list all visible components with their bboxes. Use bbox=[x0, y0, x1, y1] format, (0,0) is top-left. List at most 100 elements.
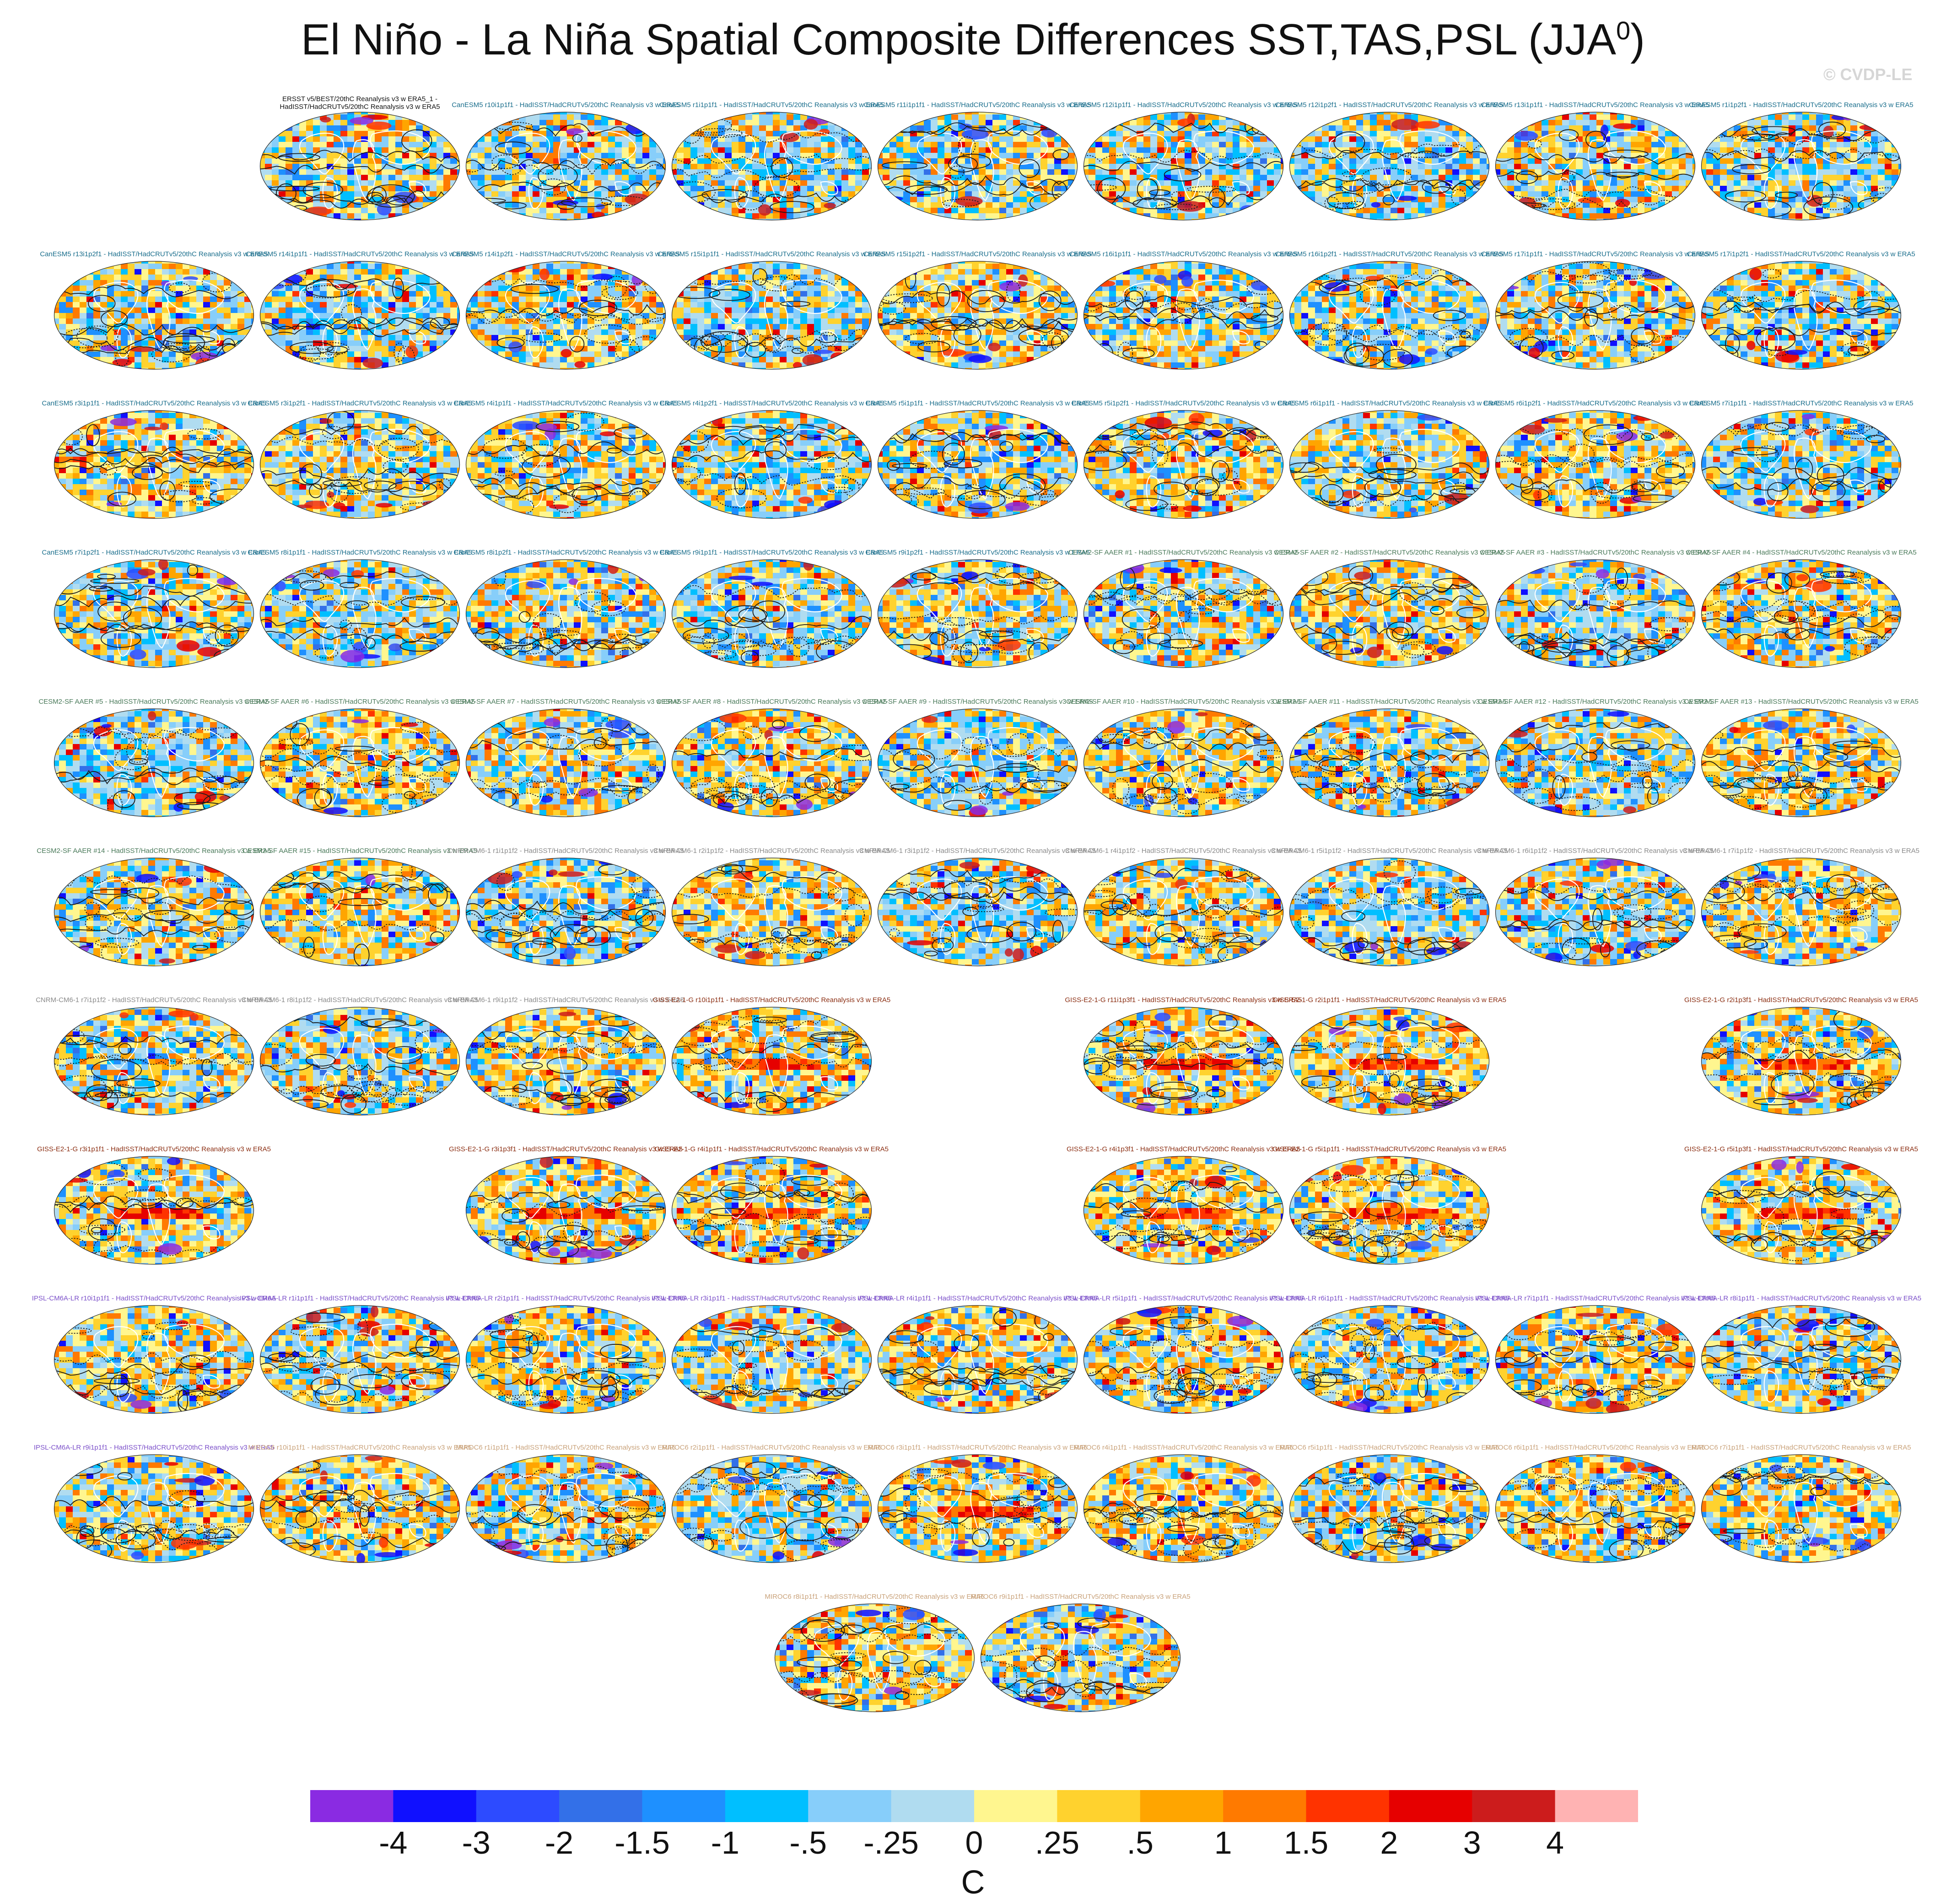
map-panel: CNRM-CM6-1 r3i1p1f2 - HadISST/HadCRUTv5/… bbox=[859, 847, 1096, 969]
map-globe bbox=[465, 112, 666, 221]
map-globe bbox=[671, 1007, 872, 1116]
panel-title: CanESM5 r10i1p1f1 - HadISST/HadCRUTv5/20… bbox=[395, 102, 736, 109]
colorbar-swatch bbox=[808, 1790, 892, 1822]
map-panel: MIROC6 r1i1p1f1 - HadISST/HadCRUTv5/20th… bbox=[456, 1444, 676, 1566]
map-panel: CNRM-CM6-1 r1i1p1f2 - HadISST/HadCRUTv5/… bbox=[447, 847, 684, 969]
colorbar-tick-label: -2 bbox=[545, 1827, 573, 1859]
map-panel: CESM2-SF AAER #11 - HadISST/HadCRUTv5/20… bbox=[1272, 698, 1506, 820]
map-globe bbox=[1083, 1007, 1284, 1116]
panel-title: MIROC6 r4i1p1f1 - HadISST/HadCRUTv5/20th… bbox=[1013, 1444, 1354, 1451]
panel-title: CanESM5 r7i1p2f1 - HadISST/HadCRUTv5/20t… bbox=[0, 549, 324, 556]
map-globe bbox=[1083, 112, 1284, 221]
panel-title: GISS-E2-1-G r5i1p1f1 - HadISST/HadCRUTv5… bbox=[1219, 1146, 1560, 1153]
colorbar-tick-label: .25 bbox=[1035, 1827, 1079, 1859]
map-panel: CESM2-SF AAER #1 - HadISST/HadCRUTv5/20t… bbox=[1068, 549, 1299, 671]
map-globe bbox=[259, 261, 460, 370]
map-panel: CESM2-SF AAER #13 - HadISST/HadCRUTv5/20… bbox=[1684, 698, 1919, 820]
colorbar-swatch bbox=[642, 1790, 726, 1822]
map-globe bbox=[1701, 1156, 1902, 1265]
map-panel: CESM2-SF AAER #5 - HadISST/HadCRUTv5/20t… bbox=[38, 698, 270, 820]
map-globe bbox=[1289, 410, 1490, 519]
map-globe bbox=[1083, 1305, 1284, 1414]
colorbar-swatch bbox=[1223, 1790, 1307, 1822]
map-globe bbox=[671, 559, 872, 668]
panel-title: CNRM-CM6-1 r7i1p1f2 - HadISST/HadCRUTv5/… bbox=[1631, 847, 1946, 855]
panel-title: CanESM5 r4i1p2f1 - HadISST/HadCRUTv5/20t… bbox=[601, 400, 942, 407]
map-globe bbox=[259, 559, 460, 668]
map-panel: CESM2-SF AAER #7 - HadISST/HadCRUTv5/20t… bbox=[450, 698, 681, 820]
panel-title: CNRM-CM6-1 r7i1p1f2 - HadISST/HadCRUTv5/… bbox=[0, 997, 324, 1004]
panel-title: CanESM5 r14i1p2f1 - HadISST/HadCRUTv5/20… bbox=[395, 251, 736, 258]
map-globe bbox=[1495, 112, 1696, 221]
map-panel: CanESM5 r17i1p2f1 - HadISST/HadCRUTv5/20… bbox=[1687, 251, 1915, 372]
map-globe bbox=[465, 708, 666, 817]
map-panel: CanESM5 r3i1p2f1 - HadISST/HadCRUTv5/20t… bbox=[248, 400, 472, 522]
panel-title: CESM2-SF AAER #6 - HadISST/HadCRUTv5/20t… bbox=[189, 698, 530, 706]
map-panel: IPSL-CM6A-LR r10i1p1f1 - HadISST/HadCRUT… bbox=[32, 1295, 276, 1417]
map-globe bbox=[980, 1603, 1181, 1712]
panel-title: CanESM5 r6i1p2f1 - HadISST/HadCRUTv5/20t… bbox=[1425, 400, 1766, 407]
map-globe bbox=[1083, 1454, 1284, 1563]
map-panel: GISS-E2-1-G r10i1p1f1 - HadISST/HadCRUTv… bbox=[653, 997, 890, 1118]
map-globe bbox=[259, 1305, 460, 1414]
colorbar-swatch bbox=[1306, 1790, 1390, 1822]
map-globe bbox=[877, 708, 1078, 817]
map-panel: CanESM5 r15i1p1f1 - HadISST/HadCRUTv5/20… bbox=[658, 251, 886, 372]
colorbar: -4 -3 -2 -1.5 -1 -.5 -.25 0 .25 .5 1 1.5 2 3 4 C bbox=[0, 1775, 1946, 1904]
map-panel: MIROC6 r9i1p1f1 - HadISST/HadCRUTv5/20th… bbox=[970, 1593, 1191, 1715]
panel-title: CESM2-SF AAER #11 - HadISST/HadCRUTv5/20… bbox=[1219, 698, 1560, 706]
panel-title: CanESM5 r17i1p2f1 - HadISST/HadCRUTv5/20… bbox=[1631, 251, 1946, 258]
panel-title: CNRM-CM6-1 r5i1p1f2 - HadISST/HadCRUTv5/… bbox=[1219, 847, 1560, 855]
colorbar-unit: C bbox=[0, 1866, 1946, 1899]
map-panel: IPSL-CM6A-LR r3i1p1f1 - HadISST/HadCRUTv… bbox=[652, 1295, 892, 1417]
panel-title: CESM2-SF AAER #3 - HadISST/HadCRUTv5/20t… bbox=[1425, 549, 1766, 556]
panel-title: GISS-E2-1-G r11i1p3f1 - HadISST/HadCRUTv… bbox=[1013, 997, 1354, 1004]
panel-title: CanESM5 r15i1p2f1 - HadISST/HadCRUTv5/20… bbox=[807, 251, 1148, 258]
map-panel: CanESM5 r14i1p2f1 - HadISST/HadCRUTv5/20… bbox=[452, 251, 680, 372]
map-panel: CanESM5 r10i1p1f1 - HadISST/HadCRUTv5/20… bbox=[452, 102, 680, 223]
map-globe bbox=[465, 1156, 666, 1265]
map-globe bbox=[54, 1454, 254, 1563]
panel-title: CESM2-SF AAER #1 - HadISST/HadCRUTv5/20t… bbox=[1013, 549, 1354, 556]
map-panel: CESM2-SF AAER #6 - HadISST/HadCRUTv5/20t… bbox=[244, 698, 475, 820]
map-panel: CanESM5 r4i1p2f1 - HadISST/HadCRUTv5/20t… bbox=[659, 400, 884, 522]
map-globe bbox=[1495, 858, 1696, 966]
panel-title: CanESM5 r16i1p2f1 - HadISST/HadCRUTv5/20… bbox=[1219, 251, 1560, 258]
panel-title: IPSL-CM6A-LR r6i1p1f1 - HadISST/HadCRUTv… bbox=[1219, 1295, 1560, 1302]
map-panel: CNRM-CM6-1 r7i1p1f2 - HadISST/HadCRUTv5/… bbox=[1683, 847, 1919, 969]
map-globe bbox=[259, 1454, 460, 1563]
panel-title: CanESM5 r13i1p1f1 - HadISST/HadCRUTv5/20… bbox=[1425, 102, 1766, 109]
panel-title: CanESM5 r14i1p1f1 - HadISST/HadCRUTv5/20… bbox=[189, 251, 530, 258]
panel-title: GISS-E2-1-G r2i1p3f1 - HadISST/HadCRUTv5… bbox=[1631, 997, 1946, 1004]
map-panel: CESM2-SF AAER #15 - HadISST/HadCRUTv5/20… bbox=[243, 847, 477, 969]
panel-title: CESM2-SF AAER #4 - HadISST/HadCRUTv5/20t… bbox=[1631, 549, 1946, 556]
map-globe bbox=[1495, 708, 1696, 817]
map-globe bbox=[465, 858, 666, 966]
map-panel: IPSL-CM6A-LR r1i1p1f1 - HadISST/HadCRUTv… bbox=[240, 1295, 480, 1417]
map-globe bbox=[1701, 858, 1902, 966]
map-panel: ERSST v5/BEST/20thC Reanalysis v3 w ERA5… bbox=[258, 95, 462, 223]
map-panel: IPSL-CM6A-LR r4i1p1f1 - HadISST/HadCRUTv… bbox=[857, 1295, 1098, 1417]
map-panel: CanESM5 r5i1p1f1 - HadISST/HadCRUTv5/20t… bbox=[865, 400, 1090, 522]
colorbar-tick-label: 3 bbox=[1463, 1827, 1481, 1859]
panel-title: IPSL-CM6A-LR r5i1p1f1 - HadISST/HadCRUTv… bbox=[1013, 1295, 1354, 1302]
panel-title: CNRM-CM6-1 r4i1p1f2 - HadISST/HadCRUTv5/… bbox=[1013, 847, 1354, 855]
map-panel: CanESM5 r1i1p2f1 - HadISST/HadCRUTv5/20t… bbox=[1689, 102, 1914, 223]
map-globe bbox=[259, 858, 460, 966]
colorbar-swatch bbox=[1057, 1790, 1141, 1822]
map-globe bbox=[877, 1305, 1078, 1414]
colorbar-swatches bbox=[310, 1790, 1638, 1822]
map-panel: IPSL-CM6A-LR r5i1p1f1 - HadISST/HadCRUTv… bbox=[1063, 1295, 1304, 1417]
panel-title: CESM2-SF AAER #7 - HadISST/HadCRUTv5/20t… bbox=[395, 698, 736, 706]
panel-title: CanESM5 r16i1p1f1 - HadISST/HadCRUTv5/20… bbox=[1013, 251, 1354, 258]
map-globe bbox=[1289, 112, 1490, 221]
colorbar-tick-label: -4 bbox=[379, 1827, 407, 1859]
map-globe bbox=[1495, 261, 1696, 370]
map-panel: CNRM-CM6-1 r6i1p1f2 - HadISST/HadCRUTv5/… bbox=[1477, 847, 1714, 969]
map-panel: CNRM-CM6-1 r4i1p1f2 - HadISST/HadCRUTv5/… bbox=[1065, 847, 1302, 969]
colorbar-tick-label: -.5 bbox=[789, 1827, 827, 1859]
map-globe bbox=[1701, 261, 1902, 370]
map-panel: CanESM5 r1i1p1f1 - HadISST/HadCRUTv5/20t… bbox=[659, 102, 884, 223]
panel-title: MIROC6 r6i1p1f1 - HadISST/HadCRUTv5/20th… bbox=[1425, 1444, 1766, 1451]
panel-title: IPSL-CM6A-LR r4i1p1f1 - HadISST/HadCRUTv… bbox=[807, 1295, 1148, 1302]
